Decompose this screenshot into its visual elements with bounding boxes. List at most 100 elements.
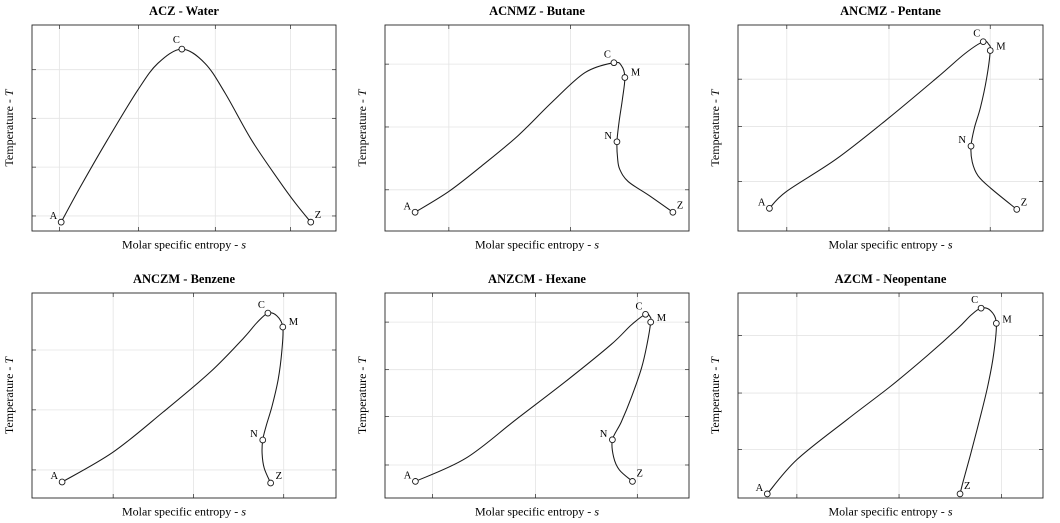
point-marker-M — [992, 319, 1000, 327]
point-marker-Z — [629, 478, 636, 485]
subplot-title: AZCM - Neopentane — [835, 272, 947, 286]
point-label-Z: Z — [276, 471, 282, 482]
tick-marks — [385, 293, 689, 498]
subplot-svg-acz-water: A C Z ACZ - Water Molar specific entropy - s… — [2, 4, 337, 252]
point-marker-Z — [307, 218, 315, 226]
point-label-A: A — [51, 471, 59, 482]
point-label-M: M — [996, 42, 1006, 53]
y-axis-label: Temperature - T — [708, 88, 722, 166]
tick-marks — [32, 293, 336, 498]
subplot-svg-anczm-benzene: A C M N Z ANCZM - Benzene Molar specific entro… — [2, 272, 337, 519]
point-marker-N — [259, 436, 267, 444]
point-label-A: A — [758, 197, 766, 208]
subplot-svg-ancmz-pentane: A C M N Z ANCMZ - Pentane Molar specific entro… — [708, 4, 1044, 252]
point-marker-A — [763, 490, 771, 498]
x-axis-label: Molar specific entropy - s — [829, 238, 953, 252]
saturation-curve — [60, 48, 312, 223]
point-label-M: M — [631, 68, 641, 79]
tick-marks — [738, 293, 1043, 498]
point-marker-M — [279, 323, 287, 331]
point-marker-A — [58, 478, 66, 486]
point-marker-Z — [267, 479, 274, 487]
subplot-title: ANCMZ - Pentane — [840, 4, 941, 18]
x-axis-label: Molar specific entropy - s — [475, 238, 599, 252]
subplot-acnmz-butane: A C M N Z ACNMZ - Butane Molar specific entrop… — [353, 0, 706, 260]
point-label-C: C — [973, 29, 980, 40]
axis-box — [31, 292, 337, 499]
point-label-Z: Z — [636, 468, 642, 479]
point-marker-Z — [956, 490, 964, 498]
subplot-svg-acnmz-butane: A C M N Z ACNMZ - Butane Molar specific entrop… — [355, 4, 690, 252]
saturation-curve — [769, 40, 1018, 210]
point-marker-C — [979, 38, 987, 46]
point-marker-A — [57, 218, 65, 226]
point-label-A: A — [404, 201, 412, 212]
point-marker-M — [621, 74, 629, 81]
point-label-C: C — [971, 295, 978, 306]
point-label-Z: Z — [1021, 197, 1027, 208]
point-marker-M — [986, 47, 994, 54]
axis-box — [384, 292, 690, 499]
point-marker-A — [412, 478, 419, 485]
point-label-A: A — [50, 211, 58, 222]
gridlines — [738, 25, 1043, 231]
subplot-title: ACNMZ - Butane — [489, 4, 585, 18]
point-marker-N — [613, 138, 621, 146]
point-marker-C — [264, 309, 272, 317]
point-label-Z: Z — [315, 210, 321, 221]
point-marker-A — [766, 204, 773, 212]
y-axis-label: Temperature - T — [355, 88, 369, 166]
point-label-A: A — [404, 470, 412, 481]
point-marker-N — [609, 436, 616, 444]
point-marker-C — [642, 310, 649, 318]
x-axis-label: Molar specific entropy - s — [122, 238, 246, 252]
subplot-svg-azcm-neopentane: A C M Z AZCM - Neopentane Molar specific entr… — [708, 272, 1044, 519]
point-label-N: N — [600, 429, 608, 440]
y-axis-label: Temperature - T — [2, 356, 16, 434]
saturation-curve — [61, 312, 284, 484]
axis-box — [31, 24, 337, 232]
point-label-Z: Z — [964, 481, 970, 492]
axis-box — [384, 24, 690, 232]
point-label-A: A — [756, 483, 764, 494]
saturation-curve — [766, 307, 997, 495]
axis-box — [737, 24, 1044, 232]
axis-box — [737, 292, 1044, 499]
subplot-title: ACZ - Water — [149, 4, 219, 18]
subplot-svg-anzcm-hexane: A C M N Z ANZCM - Hexane Molar specific entrop… — [355, 272, 690, 519]
point-label-N: N — [958, 135, 966, 146]
y-axis-label: Temperature - T — [2, 88, 16, 166]
x-axis-label: Molar specific entropy - s — [829, 505, 953, 519]
point-label-M: M — [1002, 314, 1012, 325]
subplot-ancmz-pentane: A C M N Z ANCMZ - Pentane Molar specific entro… — [706, 0, 1060, 260]
gridlines — [738, 293, 1043, 498]
point-marker-A — [411, 208, 419, 216]
saturation-curve — [415, 313, 652, 482]
tick-marks — [738, 25, 1043, 231]
point-marker-N — [967, 142, 975, 150]
subplot-anczm-benzene: A C M N Z ANCZM - Benzene Molar specific entro… — [0, 260, 353, 523]
point-label-N: N — [250, 429, 258, 440]
point-marker-C — [977, 304, 985, 312]
subplot-anzcm-hexane: A C M N Z ANZCM - Hexane Molar specific entrop… — [353, 260, 706, 523]
point-label-C: C — [604, 50, 611, 61]
point-label-C: C — [258, 300, 265, 311]
point-marker-M — [647, 318, 655, 326]
tick-marks — [385, 25, 689, 231]
point-label-Z: Z — [677, 200, 683, 211]
gridlines — [385, 293, 689, 498]
y-axis-label: Temperature - T — [355, 356, 369, 434]
x-axis-label: Molar specific entropy - s — [122, 505, 246, 519]
point-label-M: M — [289, 317, 299, 328]
gridlines — [32, 293, 336, 498]
subplot-title: ANCZM - Benzene — [133, 272, 236, 286]
subplot-title: ANZCM - Hexane — [488, 272, 586, 286]
point-label-M: M — [657, 313, 667, 324]
point-label-C: C — [173, 35, 180, 46]
point-marker-C — [178, 45, 186, 53]
point-marker-C — [610, 59, 618, 67]
point-marker-Z — [1013, 206, 1021, 213]
tick-marks — [32, 25, 336, 231]
gridlines — [385, 25, 689, 231]
